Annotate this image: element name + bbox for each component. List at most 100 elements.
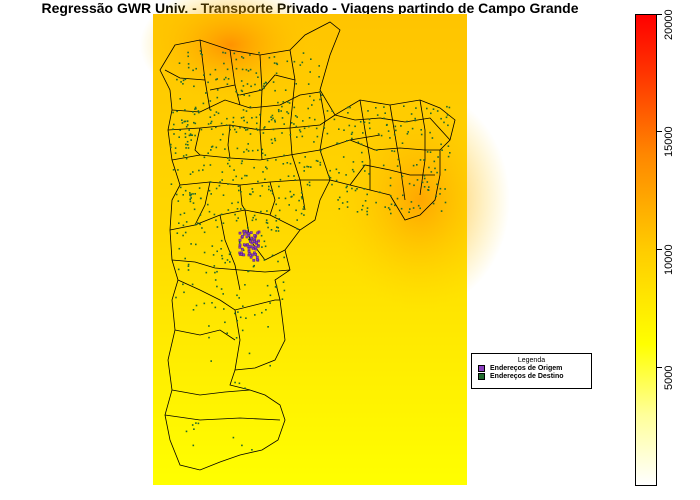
destination-point [416, 179, 419, 181]
destination-point [366, 207, 369, 209]
destination-point [242, 85, 245, 87]
destination-point [208, 336, 210, 339]
destination-point [277, 109, 280, 111]
destination-point [414, 119, 417, 122]
destination-point [194, 193, 196, 195]
destination-point [191, 283, 194, 286]
destination-point [244, 174, 246, 177]
destination-point [294, 115, 297, 117]
destination-point [181, 119, 183, 121]
destination-point [197, 110, 200, 112]
destination-point [423, 177, 426, 180]
destination-point [265, 221, 268, 224]
destination-point [308, 184, 311, 187]
destination-point [290, 196, 292, 198]
destination-point [194, 223, 197, 226]
destination-point [237, 311, 239, 313]
destination-point [395, 129, 397, 132]
destination-point [194, 108, 196, 110]
destination-point [187, 147, 190, 149]
destination-point [319, 98, 321, 101]
origin-point [250, 241, 254, 245]
destination-point [246, 83, 249, 85]
destination-point [215, 126, 217, 129]
destination-point [318, 91, 321, 93]
destination-point [185, 221, 188, 223]
destination-point [251, 149, 254, 152]
destination-point [259, 89, 261, 91]
destination-point [302, 208, 305, 210]
destination-point [186, 120, 189, 123]
destination-point [348, 124, 351, 127]
destination-point [252, 191, 254, 193]
destination-point [387, 207, 390, 209]
destination-point [227, 183, 229, 185]
destination-point [179, 129, 181, 131]
destination-point [194, 122, 197, 125]
destination-point [172, 111, 174, 114]
destination-point [410, 113, 413, 115]
destination-point [290, 122, 293, 124]
destination-point [361, 151, 363, 154]
destination-point [243, 94, 245, 96]
destination-point [375, 201, 377, 204]
destination-point [262, 171, 264, 173]
destination-point [426, 181, 429, 183]
destination-point [228, 253, 231, 256]
origin-points [238, 229, 261, 262]
destination-point [295, 125, 298, 128]
destination-point [419, 159, 422, 161]
destination-point [440, 143, 442, 146]
destination-point [241, 160, 243, 162]
destination-point [400, 125, 402, 127]
destination-point [255, 72, 258, 74]
destination-point [202, 102, 205, 105]
destination-point [281, 105, 283, 108]
destination-point [447, 124, 449, 127]
destination-point [203, 74, 205, 76]
destination-point [273, 62, 276, 64]
destination-point [449, 152, 451, 154]
destination-point [426, 151, 429, 153]
origin-point [242, 232, 246, 236]
destination-point [249, 106, 252, 108]
destination-point [183, 212, 186, 214]
destination-point [383, 106, 385, 108]
destination-point [423, 186, 426, 188]
destination-point [220, 213, 223, 216]
destination-point [234, 381, 236, 384]
destination-point [251, 188, 254, 190]
destination-point [214, 68, 217, 71]
destination-point [249, 54, 251, 56]
destination-point [245, 148, 248, 151]
destination-point [363, 188, 365, 190]
destination-point [296, 219, 298, 221]
destination-point [281, 298, 284, 300]
destination-point [173, 133, 175, 135]
destination-point [434, 167, 436, 170]
destination-point [241, 90, 244, 93]
destination-point [303, 206, 305, 208]
destination-point [232, 125, 234, 128]
destination-point [234, 128, 236, 131]
destination-point [245, 317, 247, 319]
destination-point [240, 162, 243, 165]
destination-point [440, 210, 443, 212]
destination-point [240, 191, 242, 193]
destination-point [216, 78, 218, 80]
destination-point [192, 202, 195, 204]
destination-point [444, 201, 447, 204]
destination-point [184, 189, 187, 192]
destination-point [187, 269, 190, 271]
destination-point [419, 207, 421, 210]
destination-point [177, 200, 180, 202]
destination-point [216, 285, 218, 288]
destination-point [244, 284, 246, 286]
scale-label-15000: 15000 [663, 126, 675, 157]
destination-point [310, 166, 312, 168]
destination-point [368, 122, 371, 124]
destination-point [248, 238, 250, 241]
destination-point [270, 229, 273, 231]
destination-point [307, 107, 309, 110]
destination-point [282, 163, 285, 165]
